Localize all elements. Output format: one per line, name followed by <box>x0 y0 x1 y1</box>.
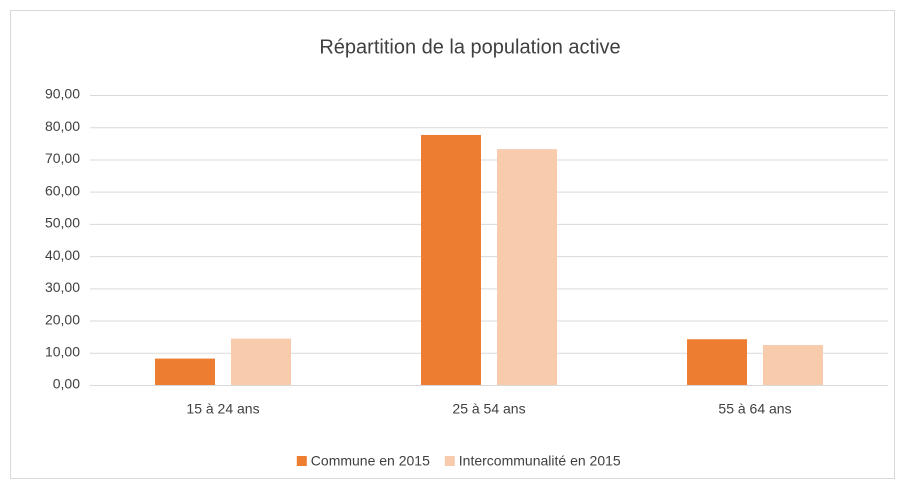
bar <box>763 345 823 385</box>
y-tick-label: 60,00 <box>45 182 80 198</box>
legend-label: Commune en 2015 <box>311 453 430 469</box>
y-tick-label: 90,00 <box>45 86 80 102</box>
y-tick-label: 30,00 <box>45 279 80 295</box>
legend-label: Intercommunalité en 2015 <box>459 453 621 469</box>
y-tick-label: 50,00 <box>45 215 80 231</box>
y-tick-label: 70,00 <box>45 150 80 166</box>
bar <box>687 339 747 385</box>
y-tick-label: 20,00 <box>45 311 80 327</box>
bar <box>231 338 291 385</box>
bar <box>155 358 215 385</box>
bar <box>497 149 557 385</box>
x-tick-label: 55 à 64 ans <box>718 401 791 417</box>
x-tick-label: 25 à 54 ans <box>452 401 525 417</box>
y-tick-label: 0,00 <box>53 376 80 392</box>
y-tick-label: 80,00 <box>45 118 80 134</box>
legend-swatch <box>296 456 307 466</box>
legend-swatch <box>444 456 455 466</box>
x-tick-label: 15 à 24 ans <box>186 401 259 417</box>
bar <box>421 134 481 385</box>
chart-title: Répartition de la population active <box>319 36 620 58</box>
y-tick-label: 40,00 <box>45 247 80 263</box>
y-tick-label: 10,00 <box>45 343 80 359</box>
